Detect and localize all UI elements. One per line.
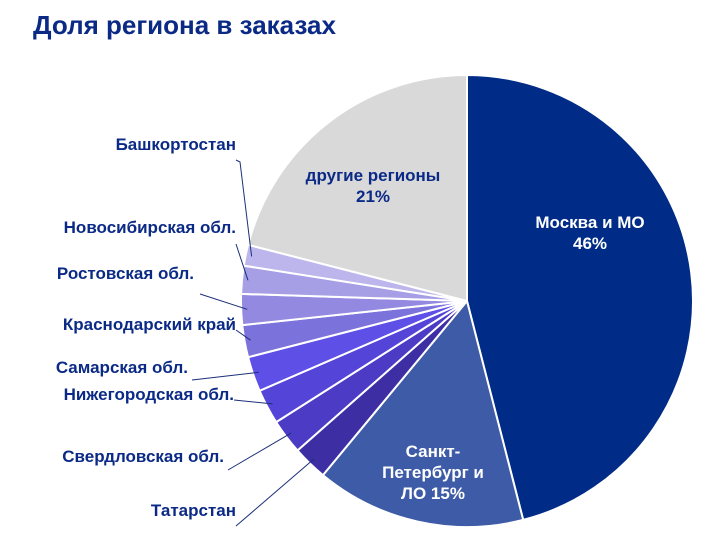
slice-label-башкортостан: Башкортостан xyxy=(116,135,236,154)
leader-line-самарская-обл xyxy=(191,371,259,381)
pie-slice-москва-и-мо xyxy=(466,73,694,522)
slice-label-нижегородская-обл: Нижегородская обл. xyxy=(64,385,234,404)
leader-line-свердловская-обл xyxy=(227,432,292,471)
slice-label-другие-регионы: другие регионы 21% xyxy=(306,166,441,206)
slice-label-новосибирская-обл: Новосибирская обл. xyxy=(64,218,236,237)
pie-slice-санкт-петербург-и-ло xyxy=(321,298,525,528)
slice-label-самарская-обл: Самарская обл. xyxy=(56,358,188,377)
slice-label-ростовская-обл: Ростовская обл. xyxy=(57,264,194,283)
leader-line-нижегородская-обл xyxy=(233,399,273,405)
leader-line-татарстан xyxy=(235,458,315,527)
slice-label-москва-и-мо: Москва и МО 46% xyxy=(535,213,644,253)
leader-line-ростовская-обл xyxy=(199,293,248,310)
chart-title: Доля региона в заказах xyxy=(33,10,336,40)
pie-slice-другие-регионы xyxy=(246,73,468,303)
slice-label-санкт-петербург-и-ло: Санкт-Петербург и ЛО 15% xyxy=(382,442,484,503)
leader-line-краснодарский-край xyxy=(235,329,251,341)
slice-label-краснодарский-край: Краснодарский край xyxy=(63,315,236,334)
leader-line-новосибирская-обл xyxy=(235,243,249,281)
leader-line-башкортостан xyxy=(235,159,253,257)
slice-label-свердловская-обл: Свердловская обл. xyxy=(62,447,224,466)
slice-label-татарстан: Татарстан xyxy=(151,501,236,520)
